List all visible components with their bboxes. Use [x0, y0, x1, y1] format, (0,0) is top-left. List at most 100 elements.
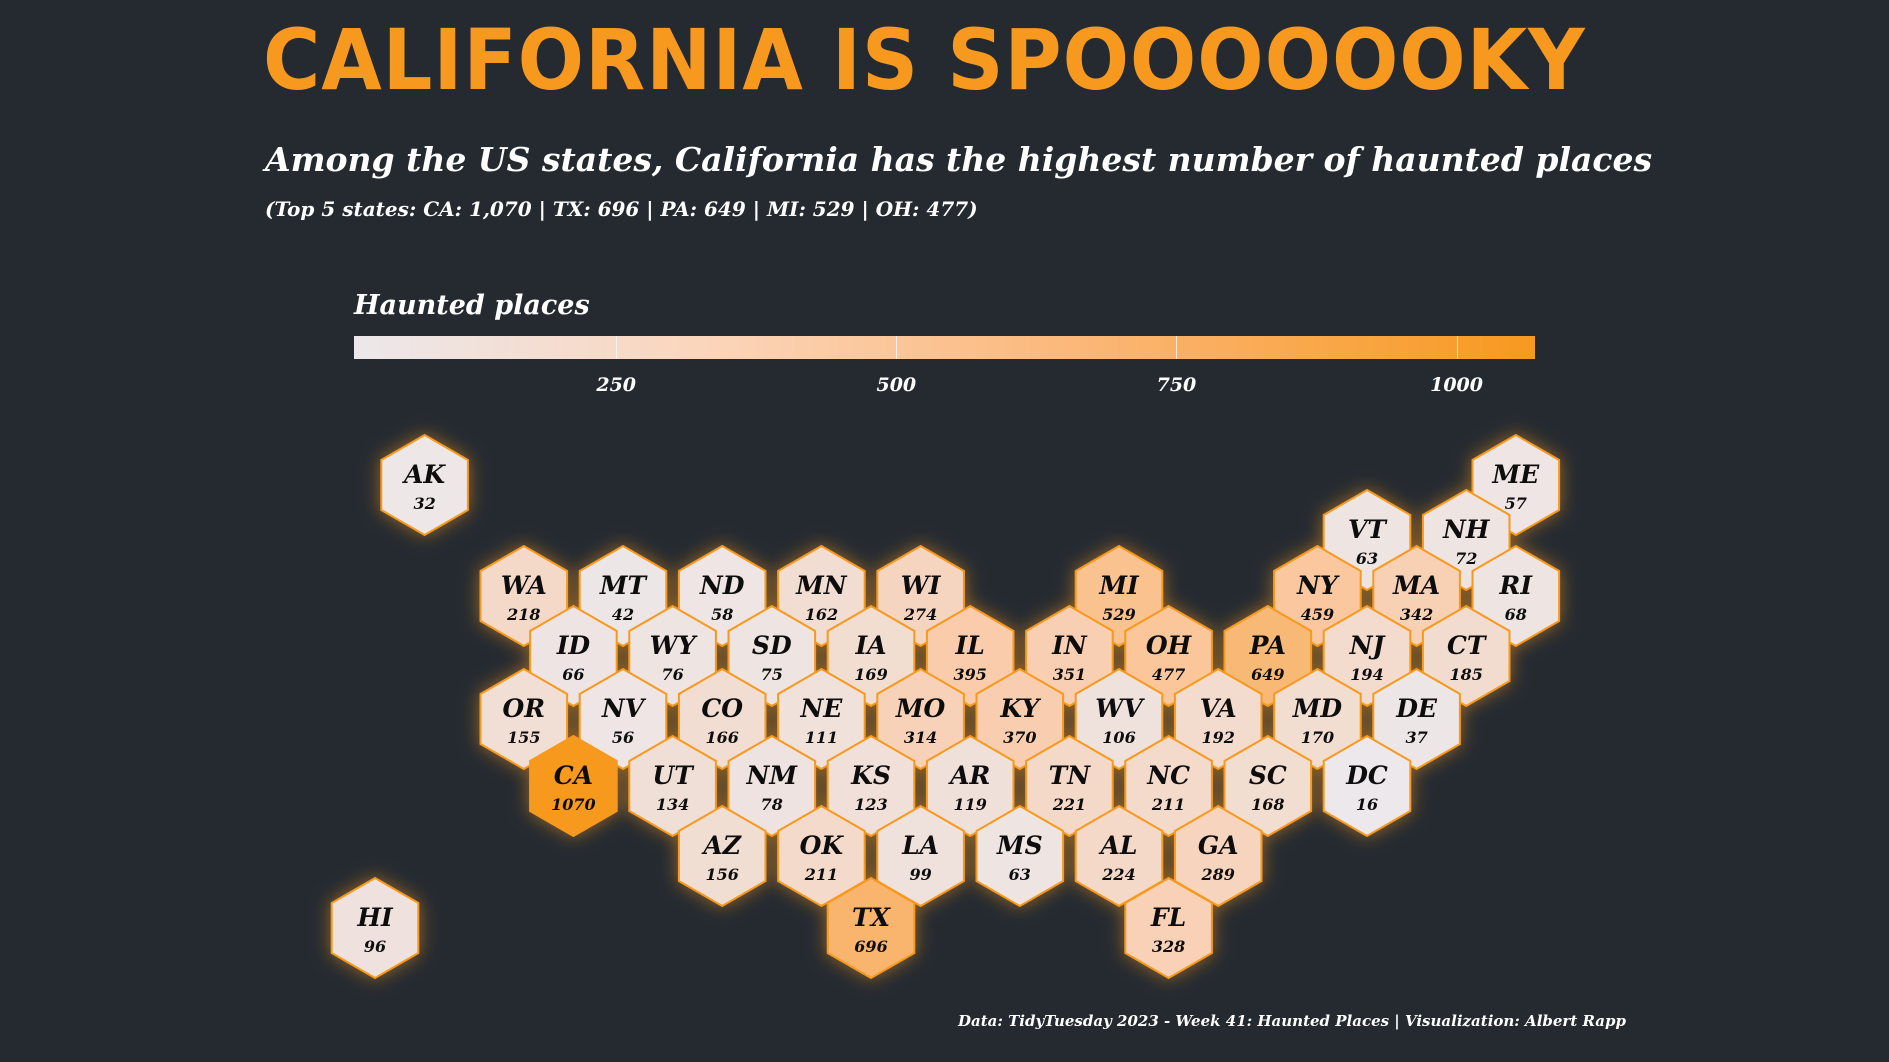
state-value-label: 529 [1102, 605, 1135, 624]
state-hex-shape [826, 734, 916, 838]
state-hex-co: CO 166 [677, 667, 767, 771]
state-hex-md: MD 170 [1273, 667, 1362, 771]
state-hex-ms: MS 63 [975, 804, 1065, 908]
state-value-label: 211 [804, 865, 838, 884]
state-abbr-label: ND [699, 571, 745, 600]
state-hex-shape [876, 804, 965, 908]
state-value-label: 274 [903, 605, 937, 624]
state-abbr-label: AK [402, 460, 446, 489]
state-abbr-label: WV [1095, 694, 1145, 723]
state-hex-shape [1173, 804, 1263, 908]
state-value-label: 32 [413, 494, 435, 513]
state-value-label: 134 [656, 795, 689, 814]
state-hex-ar: AR 119 [925, 734, 1015, 838]
legend-tick-label: 250 [596, 374, 637, 396]
state-hex-wy: WY 76 [628, 604, 717, 708]
state-value-label: 16 [1356, 795, 1378, 814]
state-abbr-label: MO [895, 694, 946, 723]
state-hex-shape [876, 667, 965, 771]
state-hex-shape [1223, 734, 1313, 838]
state-abbr-label: MN [795, 571, 848, 600]
state-abbr-label: LA [901, 831, 939, 860]
state-abbr-label: SC [1249, 761, 1287, 790]
state-abbr-label: NJ [1349, 631, 1387, 660]
state-hex-shape [777, 804, 866, 908]
state-hex-shape [727, 734, 817, 838]
state-hex-shape [1025, 604, 1114, 708]
state-value-label: 119 [953, 795, 986, 814]
state-hex-shape [1322, 604, 1412, 708]
state-hex-nj: NJ 194 [1322, 604, 1412, 708]
state-value-label: 162 [805, 605, 838, 624]
state-value-label: 66 [562, 665, 584, 684]
state-hex-sc: SC 168 [1223, 734, 1313, 838]
state-abbr-label: NV [601, 694, 647, 723]
state-hex-shape [1074, 667, 1164, 771]
state-abbr-label: DC [1345, 761, 1388, 790]
state-value-label: 96 [364, 937, 386, 956]
state-hex-shape [1173, 667, 1263, 771]
state-hex-shape [826, 604, 916, 708]
state-value-label: 459 [1301, 605, 1334, 624]
state-value-label: 37 [1405, 728, 1427, 747]
state-abbr-label: OK [800, 831, 845, 860]
state-value-label: 395 [953, 665, 986, 684]
state-abbr-label: ME [1491, 460, 1540, 489]
state-abbr-label: WI [901, 571, 942, 600]
state-hex-al: AL 224 [1074, 804, 1164, 908]
state-hex-shape [727, 604, 817, 708]
state-hex-shape [1025, 734, 1114, 838]
state-abbr-label: OR [503, 694, 546, 723]
state-value-label: 72 [1455, 549, 1477, 568]
state-abbr-label: IN [1051, 631, 1088, 660]
state-hex-nc: NC 211 [1124, 734, 1213, 838]
state-abbr-label: OH [1146, 631, 1193, 660]
state-abbr-label: GA [1198, 831, 1239, 860]
legend-color-bar [354, 336, 1535, 359]
state-hex-hi: HI 96 [330, 876, 420, 980]
state-value-label: 314 [904, 728, 937, 747]
state-hex-ct: CT 185 [1421, 604, 1511, 708]
legend-tick [616, 336, 618, 359]
state-value-label: 56 [612, 728, 634, 747]
state-abbr-label: DE [1395, 694, 1438, 723]
state-abbr-label: WA [501, 571, 547, 600]
state-value-label: 57 [1505, 494, 1527, 513]
state-value-label: 58 [711, 605, 733, 624]
state-hex-shape [975, 804, 1065, 908]
state-value-label: 224 [1101, 865, 1135, 884]
state-abbr-label: VA [1200, 694, 1237, 723]
state-hex-shape [529, 604, 618, 708]
state-hex-az: AZ 156 [677, 804, 767, 908]
state-abbr-label: NY [1296, 571, 1340, 600]
state-abbr-label: NC [1146, 761, 1190, 790]
state-value-label: 76 [661, 665, 683, 684]
state-hex-shape [578, 667, 668, 771]
state-hex-shape [380, 433, 469, 537]
state-abbr-label: SD [752, 631, 792, 660]
state-hex-ky: KY 370 [975, 667, 1065, 771]
state-hex-shape [975, 667, 1065, 771]
legend-tick [896, 336, 898, 359]
top-states-note: (Top 5 states: CA: 1,070 | TX: 696 | PA:… [265, 197, 978, 221]
state-hex-la: LA 99 [876, 804, 965, 908]
state-value-label: 370 [1003, 728, 1036, 747]
state-hex-shape [628, 604, 717, 708]
legend-tick [1176, 336, 1178, 359]
state-hex-shape [925, 734, 1015, 838]
state-hex-shape [1273, 667, 1362, 771]
state-hex-shape [1124, 604, 1213, 708]
state-value-label: 218 [506, 605, 540, 624]
state-hex-ca: CA 1070 [529, 734, 618, 838]
source-caption: Data: TidyTuesday 2023 - Week 41: Haunte… [957, 1012, 1626, 1030]
state-value-label: 192 [1201, 728, 1234, 747]
state-abbr-label: HI [356, 903, 394, 932]
state-abbr-label: FL [1150, 903, 1186, 932]
state-hex-shape [479, 667, 569, 771]
state-abbr-label: IA [854, 631, 886, 660]
state-value-label: 221 [1052, 795, 1086, 814]
state-abbr-label: NH [1442, 515, 1491, 544]
state-value-label: 328 [1152, 937, 1185, 956]
state-value-label: 166 [705, 728, 738, 747]
state-abbr-label: KY [999, 694, 1041, 723]
